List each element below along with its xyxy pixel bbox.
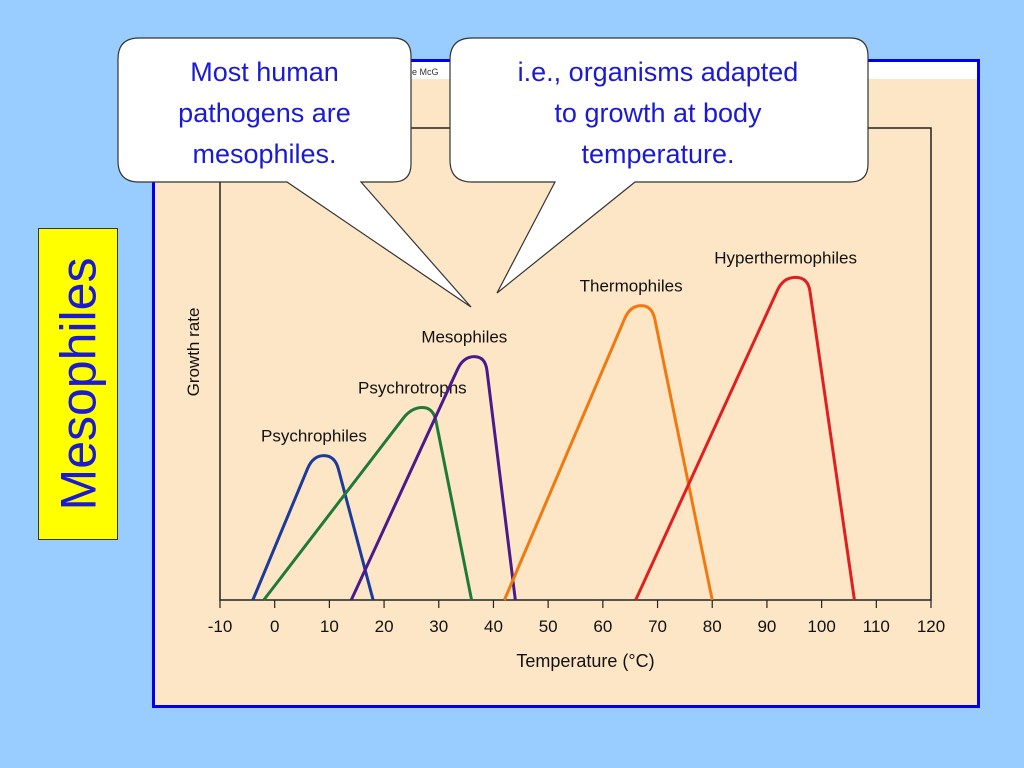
callout-bubble-pathogens [117, 37, 472, 308]
x-tick-label: -10 [208, 617, 233, 636]
curve-label-psychrotrophs: Psychrotrophs [358, 379, 467, 398]
x-tick-label: 100 [807, 617, 835, 636]
x-tick-label: 0 [270, 617, 279, 636]
x-tick-label: 10 [320, 617, 339, 636]
curve-label-hyperthermophiles: Hyperthermophiles [714, 248, 857, 267]
curve-thermophiles [503, 304, 714, 601]
x-tick-label: 40 [484, 617, 503, 636]
copyright-text: he McG [407, 67, 439, 77]
x-tick-label: 120 [917, 617, 945, 636]
curve-label-thermophiles: Thermophiles [580, 277, 683, 296]
curve-psychrophiles [251, 454, 375, 601]
x-tick-label: 50 [539, 617, 558, 636]
x-axis-label: Temperature (°C) [516, 651, 654, 671]
curve-mesophiles [349, 355, 517, 601]
x-tick-label: 90 [757, 617, 776, 636]
side-title: Mesophiles [38, 228, 118, 540]
curve-label-mesophiles: Mesophiles [421, 328, 507, 347]
x-tick-label: 80 [703, 617, 722, 636]
curve-hyperthermophiles [634, 275, 856, 601]
x-tick-label: 20 [375, 617, 394, 636]
callout-pathogens-text: Most human pathogens are mesophiles. [178, 57, 351, 169]
x-tick-label: 30 [429, 617, 448, 636]
callout-bubble-body-temp [449, 37, 869, 294]
callout-body-temp-text: i.e., organisms adapted to growth at bod… [517, 57, 799, 169]
x-tick-label: 110 [863, 617, 890, 636]
x-tick-label: 70 [648, 617, 667, 636]
x-tick-label: 60 [593, 617, 612, 636]
curve-label-psychrophiles: Psychrophiles [261, 427, 367, 446]
y-axis-label: Growth rate [184, 308, 203, 397]
